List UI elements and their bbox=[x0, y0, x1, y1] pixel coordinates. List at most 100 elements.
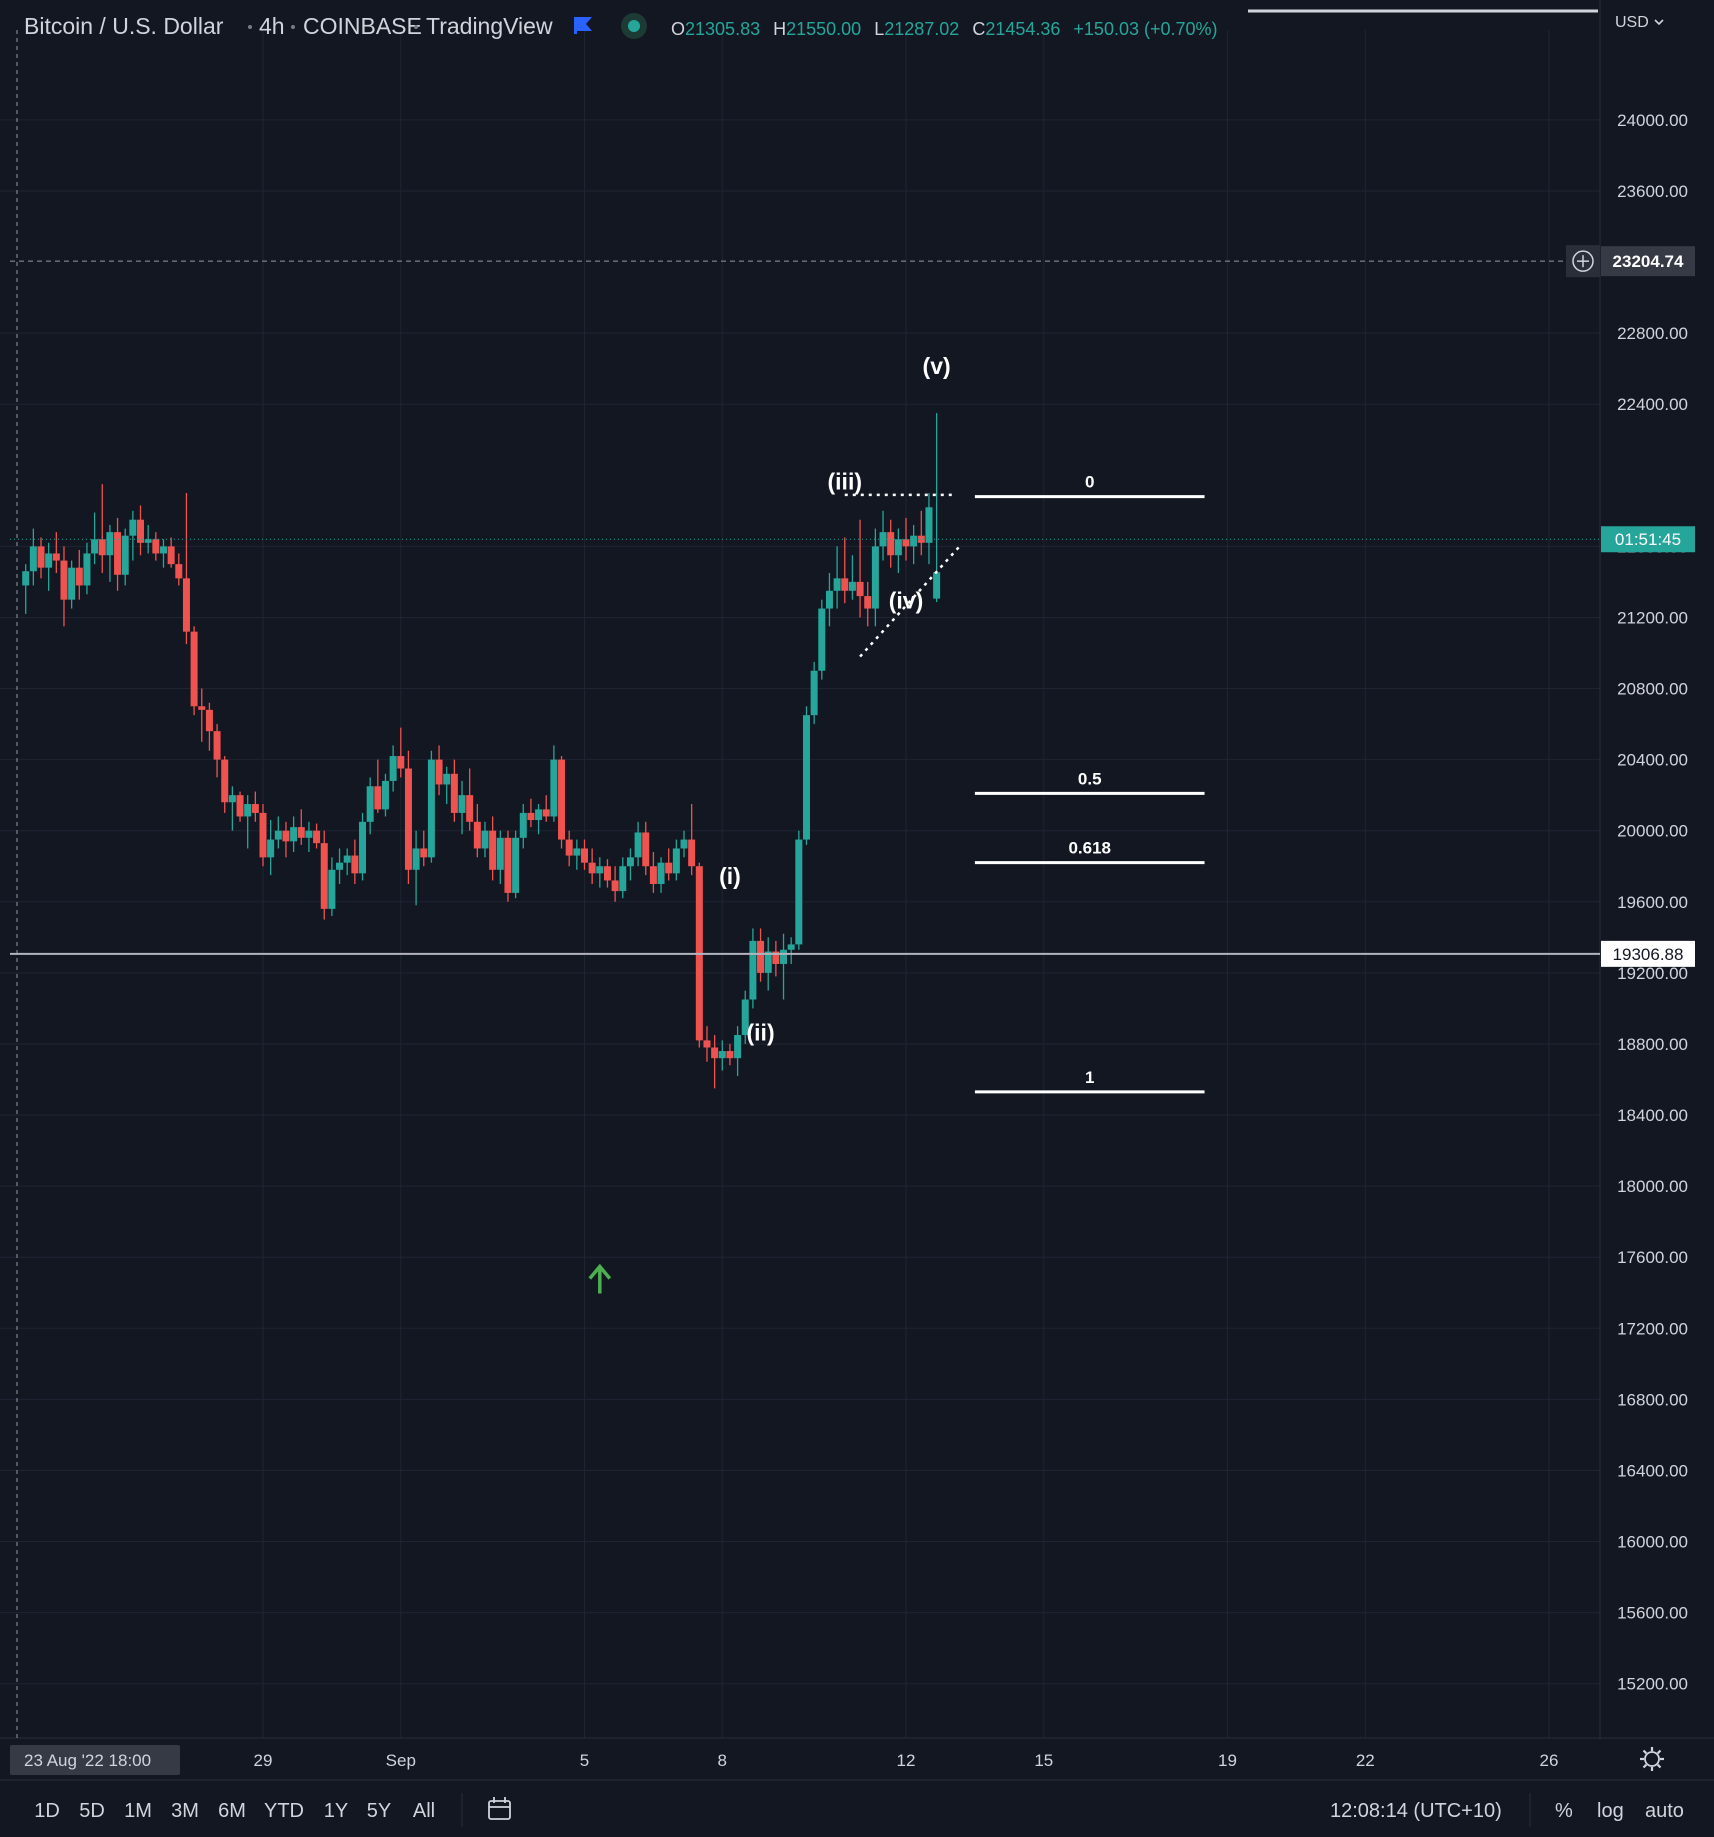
crosshair-price-label: 23204.74 bbox=[1613, 252, 1684, 271]
candle bbox=[527, 798, 535, 828]
candle-body bbox=[933, 572, 941, 599]
range-button-3m[interactable]: 3M bbox=[171, 1800, 199, 1822]
candle-body bbox=[267, 839, 275, 858]
candle-body bbox=[581, 848, 588, 863]
candle-body bbox=[305, 830, 313, 838]
candle-body bbox=[902, 539, 910, 547]
candle bbox=[282, 821, 290, 858]
range-button-5d[interactable]: 5D bbox=[79, 1800, 105, 1822]
chevron-down-icon bbox=[1654, 19, 1664, 26]
candle bbox=[818, 599, 826, 680]
market-status-icon[interactable] bbox=[621, 13, 647, 39]
price-tick-label: 15200.00 bbox=[1617, 1675, 1688, 1694]
price-tick-label: 20000.00 bbox=[1617, 822, 1688, 841]
candle bbox=[313, 823, 321, 849]
candle-body bbox=[45, 553, 53, 568]
candle bbox=[336, 848, 344, 884]
candle-body bbox=[351, 855, 359, 874]
range-button-1m[interactable]: 1M bbox=[124, 1800, 152, 1822]
price-tick-label: 16800.00 bbox=[1617, 1390, 1688, 1409]
range-button-all[interactable]: All bbox=[413, 1800, 435, 1822]
time-axis[interactable]: 29 Sep 5 8 12 15 19 22 26 23 Aug '22 18:00 bbox=[10, 1745, 1558, 1775]
symbol-name[interactable]: Bitcoin / U.S. Dollar bbox=[24, 13, 224, 39]
legend-separator bbox=[248, 25, 252, 29]
currency-selector[interactable]: USD bbox=[1615, 14, 1664, 31]
candle-body bbox=[190, 631, 198, 707]
candle-body bbox=[52, 553, 60, 561]
candle-body bbox=[336, 862, 344, 870]
time-tick-label: 19 bbox=[1218, 1751, 1237, 1770]
clock-display[interactable]: 12:08:14 (UTC+10) bbox=[1330, 1800, 1502, 1822]
candle-body bbox=[619, 866, 627, 892]
candle bbox=[856, 519, 864, 618]
candle-body bbox=[512, 837, 520, 893]
candle-body bbox=[205, 709, 213, 732]
candle bbox=[871, 528, 879, 627]
candle-body bbox=[795, 839, 803, 945]
wave-label[interactable]: (ii) bbox=[747, 1019, 775, 1045]
flag-icon[interactable] bbox=[574, 17, 592, 34]
candle bbox=[274, 816, 282, 849]
candle-body bbox=[925, 507, 933, 543]
price-tick-label: 23600.00 bbox=[1617, 182, 1688, 201]
range-button-ytd[interactable]: YTD bbox=[264, 1800, 304, 1822]
price-tick-label: 20800.00 bbox=[1617, 680, 1688, 699]
candle bbox=[320, 830, 328, 920]
candle bbox=[772, 940, 780, 977]
auto-scale-button[interactable]: auto bbox=[1645, 1800, 1684, 1822]
candle bbox=[290, 816, 298, 853]
time-tick-label: 8 bbox=[718, 1751, 727, 1770]
log-scale-button[interactable]: log bbox=[1597, 1800, 1624, 1822]
range-button-6m[interactable]: 6M bbox=[218, 1800, 246, 1822]
candle-body bbox=[680, 839, 688, 849]
range-button-1d[interactable]: 1D bbox=[34, 1800, 60, 1822]
candle-body bbox=[114, 532, 122, 575]
close-value: 21454.36 bbox=[985, 19, 1060, 39]
price-tick-label: 15600.00 bbox=[1617, 1604, 1688, 1623]
candle bbox=[244, 795, 252, 849]
candle bbox=[182, 493, 190, 645]
candle-body bbox=[152, 539, 160, 554]
date-range-icon[interactable] bbox=[488, 1797, 511, 1820]
support-dotted-line[interactable] bbox=[859, 545, 961, 658]
settings-gear-icon[interactable] bbox=[1640, 1747, 1664, 1771]
candle bbox=[366, 777, 374, 835]
candle bbox=[152, 532, 160, 561]
range-button-1y[interactable]: 1Y bbox=[324, 1800, 348, 1822]
low-value: 21287.02 bbox=[884, 19, 959, 39]
candle-body bbox=[343, 855, 351, 863]
candle-body bbox=[856, 581, 864, 597]
candle-body bbox=[450, 773, 458, 813]
price-axis[interactable]: 24000.0023600.0022800.0022400.0021600.00… bbox=[1601, 111, 1695, 1694]
candle bbox=[542, 795, 550, 822]
time-tick-label: Sep bbox=[386, 1751, 416, 1770]
wave-label[interactable]: (i) bbox=[719, 863, 741, 889]
candle bbox=[550, 745, 558, 822]
candle-body bbox=[98, 539, 106, 556]
candle bbox=[718, 1040, 726, 1071]
candle bbox=[802, 706, 810, 845]
candle-body bbox=[802, 715, 810, 840]
candle bbox=[381, 773, 389, 817]
open-value: 21305.83 bbox=[685, 19, 760, 39]
add-alert-icon[interactable] bbox=[1566, 245, 1600, 278]
wave-label[interactable]: (iv) bbox=[889, 588, 924, 614]
price-tick-label: 21200.00 bbox=[1617, 608, 1688, 627]
range-buttons[interactable]: 1D 5D 1M 3M 6M YTD 1Y 5Y All bbox=[34, 1800, 435, 1822]
interval-label[interactable]: 4h bbox=[259, 13, 285, 39]
candle bbox=[603, 859, 611, 888]
candle bbox=[558, 756, 566, 849]
range-button-5y[interactable]: 5Y bbox=[367, 1800, 391, 1822]
price-tick-label: 16400.00 bbox=[1617, 1461, 1688, 1480]
wave-label[interactable]: (iii) bbox=[828, 468, 863, 494]
price-tick-label: 19200.00 bbox=[1617, 964, 1688, 983]
candle bbox=[397, 727, 405, 778]
percent-scale-button[interactable]: % bbox=[1555, 1800, 1573, 1822]
exchange-label: COINBASE bbox=[303, 13, 422, 39]
currency-label[interactable]: USD bbox=[1615, 14, 1649, 31]
arrow-up-icon[interactable] bbox=[588, 1263, 612, 1294]
price-tick-label: 16000.00 bbox=[1617, 1533, 1688, 1552]
candle bbox=[512, 830, 520, 899]
wave-label[interactable]: (v) bbox=[923, 353, 951, 379]
